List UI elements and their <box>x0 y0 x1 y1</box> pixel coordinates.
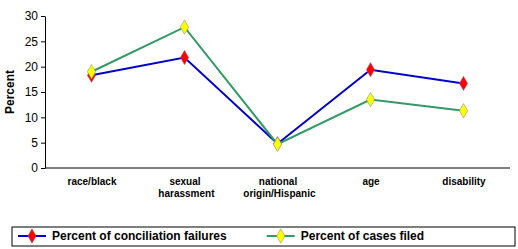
chart: 0 5 10 15 20 25 30 race/black sexual harassment n… <box>0 0 518 249</box>
x-tick-label: age <box>362 176 380 187</box>
y-tick-mark <box>41 117 45 118</box>
y-tick-mark <box>41 41 45 42</box>
plot-area <box>87 20 467 151</box>
y-tick: 0 <box>31 161 45 175</box>
series-line <box>92 58 464 144</box>
x-tick: sexual harassment <box>156 168 216 199</box>
y-tick-label: 20 <box>25 60 39 74</box>
y-axis: 0 5 10 15 20 25 30 <box>25 9 46 175</box>
series-marker <box>366 92 374 106</box>
y-tick-label: 25 <box>25 35 39 49</box>
y-axis-line <box>45 17 46 169</box>
legend-marker <box>277 229 285 243</box>
y-tick-label: 10 <box>25 111 39 125</box>
y-tick-mark <box>41 143 45 144</box>
series-marker <box>459 104 467 118</box>
y-tick: 30 <box>25 9 45 23</box>
legend: Percent of conciliation failures Percent … <box>12 227 515 246</box>
y-tick: 5 <box>31 136 45 150</box>
x-tick-label: sexual harassment <box>156 176 216 199</box>
x-tick-label: race/black <box>68 176 117 187</box>
x-tick-label: disability <box>442 176 486 187</box>
y-axis-title: Percent <box>3 70 17 114</box>
y-tick: 20 <box>25 60 45 74</box>
series-marker <box>273 137 281 151</box>
series-marker <box>273 136 281 150</box>
y-tick-label: 15 <box>25 85 39 99</box>
y-tick-label: 30 <box>25 9 39 23</box>
x-tick: age <box>362 168 380 187</box>
series-marker <box>366 62 374 76</box>
y-tick: 25 <box>25 35 45 49</box>
y-tick-mark <box>41 168 45 169</box>
x-axis: race/black sexual harassment national orig… <box>45 168 510 199</box>
y-tick: 10 <box>25 111 45 125</box>
series-marker <box>180 50 188 64</box>
y-tick-mark <box>41 92 45 93</box>
x-tick: race/black <box>68 168 117 187</box>
legend-label: Percent of cases filed <box>301 229 424 243</box>
y-tick-label: 0 <box>31 161 38 175</box>
legend-label: Percent of conciliation failures <box>52 229 227 243</box>
y-tick-mark <box>41 67 45 68</box>
legend-marker <box>28 229 36 243</box>
series-marker <box>459 76 467 90</box>
series-marker <box>87 65 95 79</box>
y-tick-label: 5 <box>31 136 38 150</box>
legend-box <box>12 227 515 246</box>
x-tick-label: national origin/Hispanic <box>240 176 315 199</box>
y-tick-mark <box>41 16 45 17</box>
x-axis-line <box>45 168 510 169</box>
y-tick: 15 <box>25 85 45 99</box>
x-tick: national origin/Hispanic <box>240 168 315 199</box>
x-tick: disability <box>442 168 486 187</box>
series-line <box>92 27 464 144</box>
series-marker <box>180 20 188 34</box>
